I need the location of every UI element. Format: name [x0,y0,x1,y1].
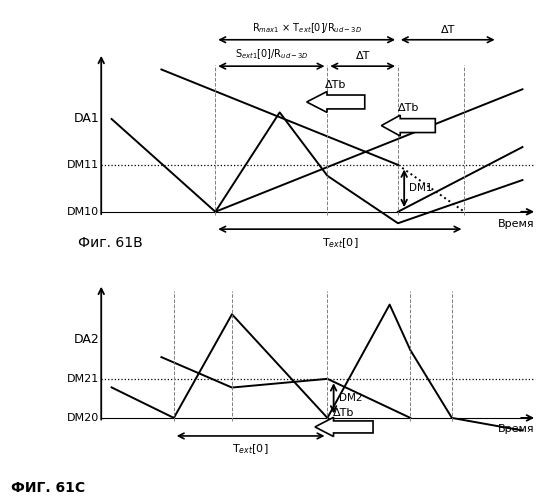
Text: DA2: DA2 [73,332,99,345]
Text: R$_{max1}$ × T$_{ext}$[0]/R$_{ud-3D}$: R$_{max1}$ × T$_{ext}$[0]/R$_{ud-3D}$ [251,20,362,34]
Text: T$_{ext}$[0]: T$_{ext}$[0] [232,442,269,456]
Polygon shape [315,418,373,436]
Text: DM1: DM1 [409,184,433,194]
Text: S$_{ext1}$[0]/R$_{ud-3D}$: S$_{ext1}$[0]/R$_{ud-3D}$ [235,47,308,61]
Text: ΔTb: ΔTb [325,80,347,90]
Text: ΔTb: ΔTb [333,408,354,418]
Text: ФИГ. 61C: ФИГ. 61C [11,481,85,495]
Text: ΔT: ΔT [441,24,455,34]
Text: DM10: DM10 [67,207,99,217]
Text: Фиг. 61В: Фиг. 61В [78,236,143,250]
Text: Время: Время [498,424,535,434]
Text: DA1: DA1 [73,112,99,126]
Text: ΔTb: ΔTb [398,104,419,114]
Text: T$_{ext}$[0]: T$_{ext}$[0] [321,236,358,250]
Polygon shape [381,115,435,136]
Text: DM21: DM21 [67,374,99,384]
Text: ΔT: ΔT [356,51,370,61]
Text: DM20: DM20 [67,413,99,423]
Text: DM11: DM11 [67,160,99,170]
Polygon shape [307,92,365,112]
Text: Время: Время [498,218,535,228]
Text: DM2: DM2 [339,394,362,404]
